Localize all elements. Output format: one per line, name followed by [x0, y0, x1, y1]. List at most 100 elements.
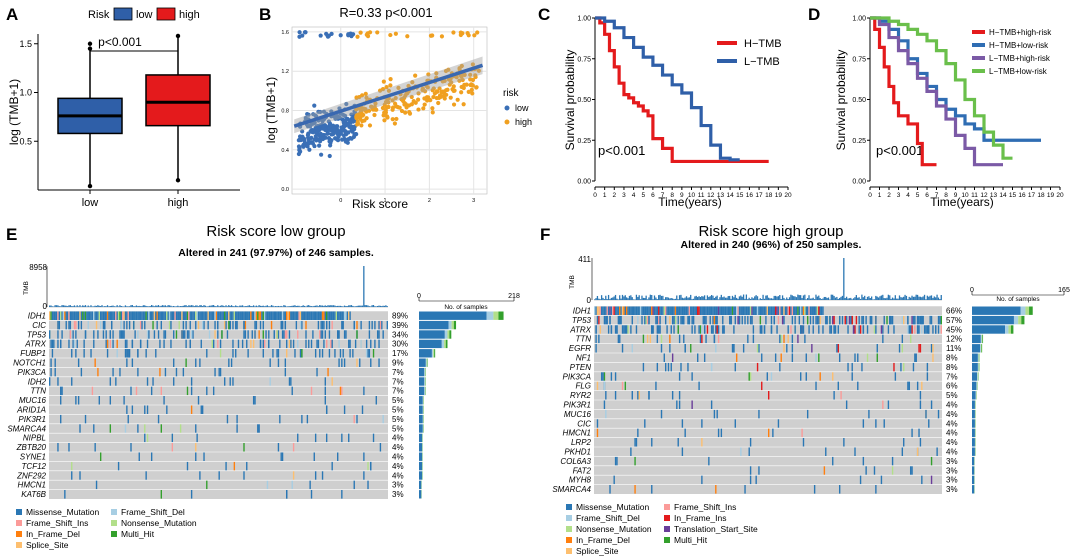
- e-plot-cell: [135, 311, 138, 320]
- f-plot-legend-swatch: [664, 537, 670, 543]
- f-plot-cell: [819, 315, 821, 325]
- f-plot-tmb-bar: [705, 299, 707, 300]
- e-plot-cell: [279, 339, 281, 349]
- f-plot-cell: [678, 372, 681, 381]
- b-point-high: [468, 72, 473, 77]
- e-plot-tmb-bar: [57, 305, 59, 307]
- b-point-high: [426, 72, 431, 77]
- f-plot-cell: [923, 325, 926, 334]
- f-plot-cell: [772, 306, 774, 315]
- e-plot-cell: [146, 311, 149, 320]
- e-plot-tmb-bar: [244, 306, 246, 307]
- f-plot-tmb-bar: [733, 297, 735, 300]
- f-plot-cell: [691, 372, 693, 381]
- b-point-low: [340, 137, 345, 142]
- e-plot-tmb-bar: [211, 305, 213, 307]
- f-plot-tmb-bar: [859, 298, 862, 300]
- f-plot-tmb-bar: [864, 295, 866, 300]
- e-plot-cell: [164, 367, 167, 377]
- e-plot-gene-label: NOTCH1: [13, 359, 46, 368]
- f-plot-cell: [687, 362, 689, 372]
- f-plot-tmb-bar: [909, 297, 912, 300]
- e-plot-tmb-bar: [62, 305, 65, 307]
- f-plot-freq-bar: [982, 334, 984, 344]
- f-plot-gene-label: CIC: [577, 419, 591, 428]
- f-plot-cell: [901, 334, 904, 344]
- e-plot-cell: [270, 311, 273, 320]
- f-plot-freq-bar: [977, 372, 978, 381]
- f-plot-cell: [744, 306, 746, 315]
- e-plot-cell: [337, 311, 339, 320]
- e-plot-cell: [146, 405, 149, 414]
- f-plot-tmb-bar: [719, 297, 721, 300]
- f-plot-cell: [752, 306, 755, 315]
- f-plot-freq-bar: [972, 456, 975, 466]
- e-plot-cell: [112, 367, 114, 377]
- e-plot-tmb-bar: [268, 306, 270, 307]
- b-point-low: [300, 129, 305, 134]
- e-plot-cell: [120, 311, 123, 320]
- e-plot-tmb-bar: [212, 305, 215, 307]
- e-plot-cell: [123, 311, 125, 320]
- b-point-high: [458, 30, 463, 35]
- f-plot-cell: [875, 315, 877, 325]
- f-plot-tmb-bar: [823, 296, 825, 300]
- b-point-low: [336, 130, 342, 135]
- e-plot-cell: [211, 311, 213, 320]
- e-plot-cell: [127, 349, 129, 358]
- e-plot-cell: [331, 311, 333, 320]
- f-plot-cell: [664, 306, 667, 315]
- e-plot-tmb-bar: [164, 305, 167, 307]
- f-plot-legend-swatch: [566, 537, 572, 543]
- b-point-high: [407, 109, 412, 115]
- f-plot-cell: [638, 391, 640, 400]
- b-legend-low-dot: [504, 105, 510, 111]
- b-point-high: [466, 33, 471, 38]
- f-plot-cell: [908, 325, 910, 334]
- f-tmb-label: TMB: [569, 275, 576, 289]
- c-x-tick-label: 11: [698, 192, 705, 199]
- e-plot-tmb-bar: [193, 306, 195, 307]
- f-plot-tmb-bar: [865, 299, 867, 300]
- b-point-low: [331, 131, 336, 137]
- e-plot-tmb-bar: [323, 305, 325, 307]
- f-plot-cell: [734, 306, 736, 315]
- e-plot-cell: [84, 330, 87, 339]
- e-plot-cell: [273, 330, 275, 339]
- f-plot-cell: [794, 325, 796, 334]
- f-plot-cell: [813, 485, 816, 494]
- e-plot-cell: [109, 424, 112, 433]
- e-plot-cell: [174, 311, 176, 320]
- f-plot-cell: [671, 306, 674, 315]
- f-plot-cell: [834, 325, 837, 334]
- f-plot-cell: [607, 306, 610, 315]
- f-plot-cell: [838, 485, 841, 494]
- e-plot-cell: [123, 320, 125, 330]
- c-x-tick-label: 13: [717, 192, 725, 199]
- e-plot-freq-bar: [419, 480, 422, 490]
- e-plot-cell: [144, 320, 146, 330]
- e-plot-tmb-bar: [130, 305, 132, 307]
- f-plot-cell: [909, 466, 912, 475]
- b-point-high: [437, 86, 442, 91]
- e-plot-cell: [309, 311, 311, 320]
- e-plot-cell: [374, 320, 376, 330]
- f-plot-tmb-bar: [834, 297, 837, 300]
- e-plot-cell: [305, 330, 307, 339]
- e-plot-cell: [379, 320, 382, 330]
- f-plot-cell: [749, 466, 752, 475]
- e-plot-cell: [51, 311, 54, 320]
- f-plot-cell: [926, 325, 929, 334]
- e-plot-cell: [203, 452, 205, 461]
- f-plot-percent-label: 6%: [946, 382, 958, 391]
- f-plot-tmb-bar: [624, 295, 626, 300]
- b-point-low: [297, 146, 302, 151]
- f-plot-gene-label: ATRX: [569, 325, 591, 334]
- b-point-high: [431, 94, 436, 100]
- f-plot-cell: [765, 306, 767, 315]
- e-plot-tmb-bar: [55, 305, 58, 307]
- e-plot-tmb-bar: [298, 305, 300, 307]
- f-plot-cell: [681, 306, 684, 315]
- f-subtitle: Altered in 240 (96%) of 250 samples.: [681, 239, 862, 251]
- e-plot-cell: [349, 311, 351, 320]
